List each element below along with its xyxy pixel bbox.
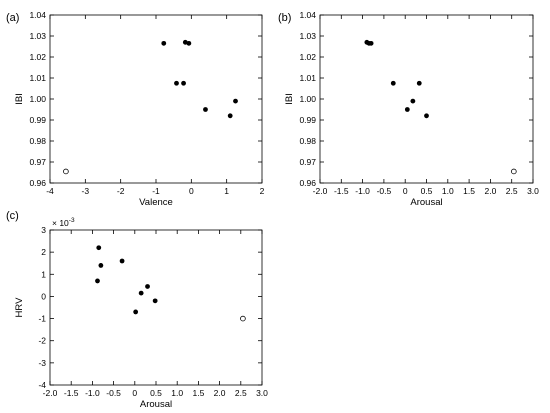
- y-tick-label: 1.04: [29, 10, 46, 20]
- x-axis-label: Arousal: [410, 197, 442, 208]
- y-tick-label: 1.00: [299, 94, 316, 104]
- x-tick-label: -2.0: [43, 388, 58, 398]
- y-tick-label: 3: [41, 225, 46, 235]
- x-tick-label: 0: [189, 186, 194, 196]
- x-tick-label: -1.0: [355, 186, 370, 196]
- x-tick-label: -1.5: [64, 388, 79, 398]
- x-tick-label: 1.0: [171, 388, 183, 398]
- y-tick-label: 0.97: [299, 157, 316, 167]
- x-axis-label: Arousal: [140, 399, 172, 410]
- y-tick-label: 0.99: [299, 115, 316, 125]
- x-tick-label: 2.0: [484, 186, 496, 196]
- data-point-filled: [119, 258, 125, 264]
- data-point-filled: [233, 98, 238, 104]
- data-point-filled: [98, 263, 104, 268]
- y-tick-label: 0.96: [299, 178, 316, 188]
- x-tick-label: -2: [117, 186, 125, 196]
- x-tick-label: 0.5: [150, 388, 162, 398]
- y-tick-label: 1.03: [29, 31, 46, 41]
- x-tick-label: -4: [46, 186, 54, 196]
- x-tick-label: 2.5: [235, 388, 247, 398]
- data-point-filled: [390, 80, 396, 86]
- data-point-filled: [186, 40, 192, 46]
- x-tick-label: 2.5: [506, 186, 518, 196]
- y-tick-label: -1: [38, 314, 46, 324]
- panel-b: (b) -2.0 -1.5 -1.0 -0.5 0 0.5 1.0 1.5 2.0 2.5 3.0 0.…: [278, 10, 539, 208]
- data-point-filled: [152, 298, 158, 304]
- y-tick-label: 1.00: [29, 94, 46, 104]
- x-tick-label: 3.0: [256, 388, 268, 398]
- x-tick-label: 1: [224, 186, 229, 196]
- panel-label: (c): [6, 210, 19, 222]
- y-tick-label: 0: [41, 291, 46, 301]
- x-tick-label: -1.5: [334, 186, 349, 196]
- x-tick-label: 0: [403, 186, 408, 196]
- data-point-filled: [416, 80, 422, 86]
- y-tick-label: 1: [41, 269, 46, 279]
- y-scale-note: × 10-3: [52, 217, 75, 228]
- x-tick-label: -0.5: [377, 186, 392, 196]
- x-tick-label: -1.0: [85, 388, 100, 398]
- y-tick-label: 0.99: [29, 115, 46, 125]
- panel-label: (a): [6, 12, 19, 24]
- y-tick-label: 1.01: [299, 73, 316, 83]
- x-tick-label: 0.5: [421, 186, 433, 196]
- y-tick-label: -4: [38, 380, 46, 390]
- panel-label: (b): [278, 12, 291, 24]
- x-tick-label: -3: [82, 186, 90, 196]
- data-point-filled: [404, 107, 410, 112]
- y-tick-label: 1.04: [299, 10, 316, 20]
- data-point-filled: [95, 278, 100, 284]
- y-tick-label: 0.98: [299, 136, 316, 146]
- data-point-open: [511, 168, 517, 175]
- x-tick-label: -1: [152, 186, 160, 196]
- panel-a: (a) -4 -3 -2 -1 0 1 2 0.96 0.97 0.98 0.99 1.00 1.01 1.…: [6, 10, 265, 208]
- x-tick-label: 1.0: [442, 186, 454, 196]
- y-axis-label: IBI: [14, 93, 25, 105]
- data-point-filled: [410, 98, 416, 104]
- data-point-filled: [161, 40, 167, 46]
- x-tick-label: -2.0: [313, 186, 328, 196]
- data-point-filled: [424, 113, 429, 119]
- data-point-open: [63, 168, 69, 175]
- y-tick-label: 1.01: [29, 73, 46, 83]
- data-point-filled: [174, 80, 179, 86]
- y-tick-label: 2: [41, 247, 46, 257]
- y-axis-label: HRV: [14, 297, 25, 318]
- x-tick-label: 3.0: [527, 186, 539, 196]
- data-point-filled: [181, 80, 186, 86]
- x-tick-label: 2: [260, 186, 265, 196]
- data-point-filled: [368, 40, 374, 46]
- y-tick-label: -3: [38, 358, 46, 368]
- x-tick-label: 2.0: [214, 388, 226, 398]
- y-tick-label: 0.96: [29, 178, 46, 188]
- panel-c: (c) -2.0 -1.5 -1.0 -0.5 0 0.5 1.0 1.5 2.0 2.5 3.0 -4…: [6, 210, 268, 410]
- y-tick-label: 1.02: [29, 52, 46, 62]
- data-point-filled: [145, 284, 150, 289]
- plot-frame: [319, 14, 534, 184]
- data-point-filled: [96, 245, 102, 251]
- data-point-filled: [203, 107, 208, 112]
- data-point-filled: [227, 113, 233, 119]
- plot-frame: [49, 14, 263, 184]
- x-axis-label: Valence: [139, 197, 173, 208]
- x-tick-label: 1.5: [192, 388, 204, 398]
- y-tick-label: 1.03: [299, 31, 316, 41]
- y-tick-label: 0.97: [29, 157, 46, 167]
- data-point-open: [240, 315, 246, 322]
- y-axis-label: IBI: [284, 93, 295, 105]
- y-tick-label: 0.98: [29, 136, 46, 146]
- x-tick-label: -0.5: [106, 388, 121, 398]
- data-point-filled: [138, 290, 144, 296]
- data-point-filled: [133, 309, 139, 315]
- y-tick-label: -2: [38, 336, 46, 346]
- x-tick-label: 1.5: [463, 186, 475, 196]
- plot-frame: [49, 229, 263, 386]
- x-tick-label: 0: [132, 388, 137, 398]
- y-tick-label: 1.02: [299, 52, 316, 62]
